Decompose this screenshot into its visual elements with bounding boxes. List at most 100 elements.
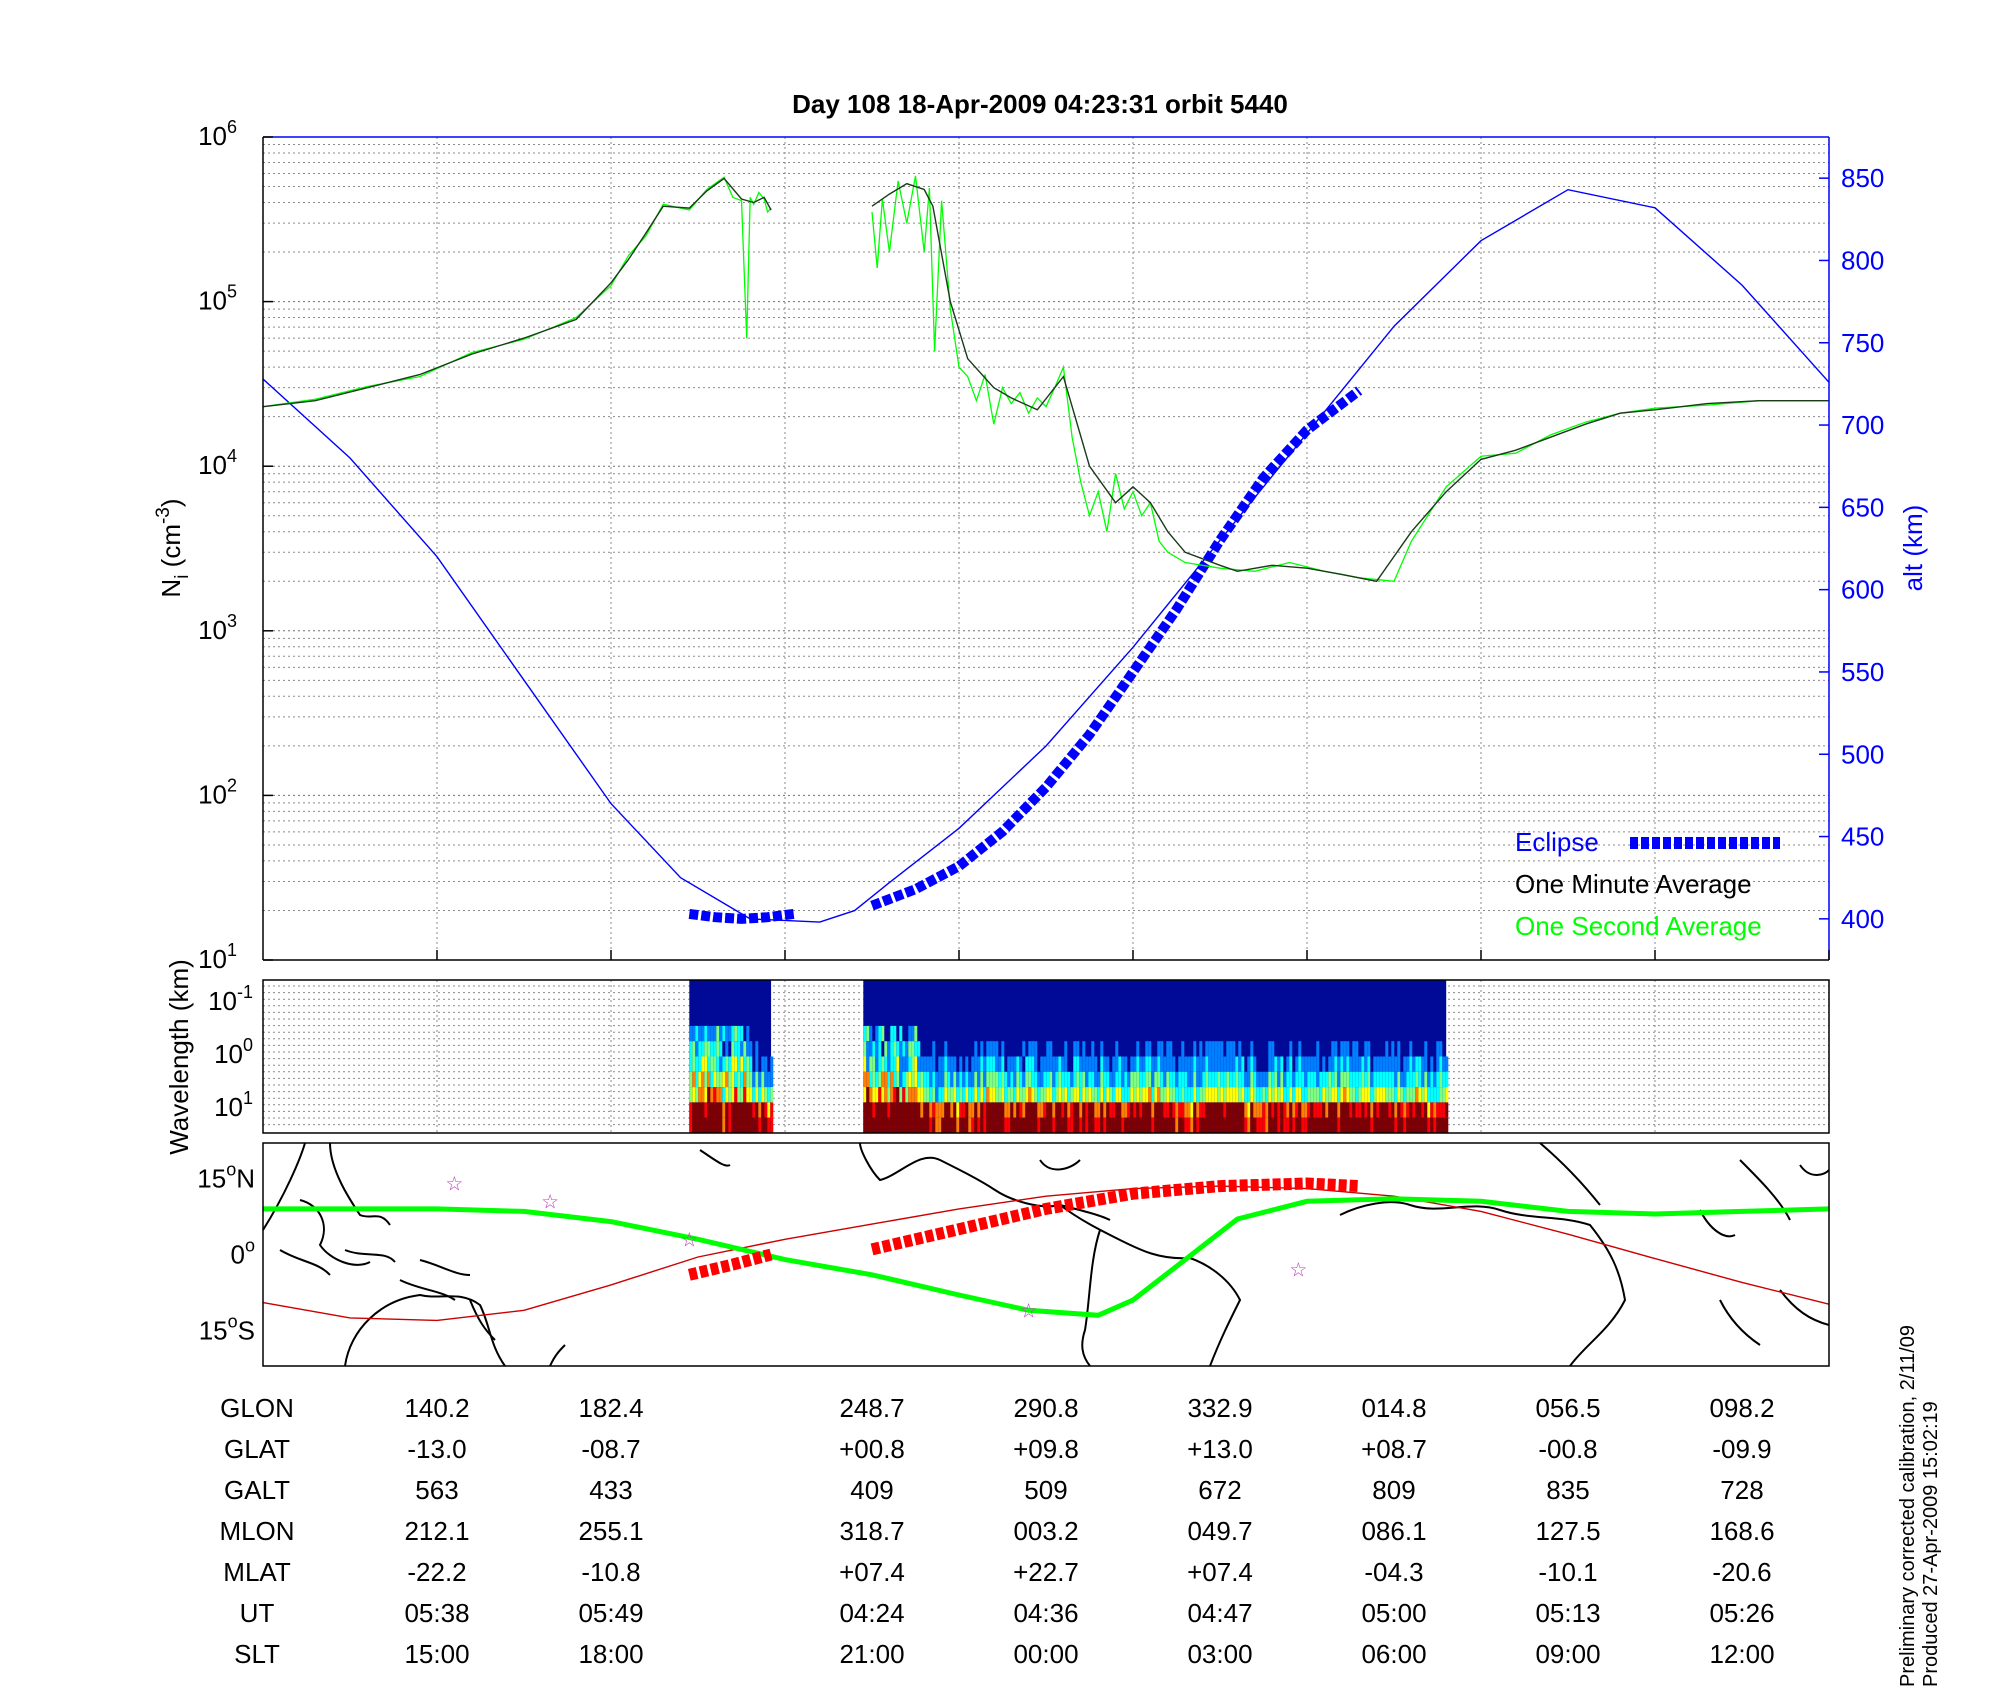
spectrogram-cell [1298,1087,1302,1103]
spectrogram-cell [731,1041,735,1057]
table-cell: 21:00 [839,1639,905,1669]
y-tick-label: 101 [198,940,237,974]
spectrogram-cell [1094,1056,1098,1072]
spectrogram-cell [1109,1071,1113,1088]
spectrogram-cell [1394,1056,1398,1072]
spectrogram-cell [740,1102,744,1118]
spectrogram-cell [1364,1056,1368,1072]
spectrogram-cell [1199,1102,1203,1118]
table-cell: 409 [850,1475,894,1505]
spectrogram-cell [704,1102,708,1118]
spectrogram-cell [932,1071,936,1088]
magnetic-equator-line [263,1196,1830,1318]
spectrogram-cell [950,1117,954,1133]
spectrogram-cell [728,1025,732,1042]
spectrogram-cell [989,1087,993,1103]
spectrogram-cell [1094,1117,1098,1133]
spectrogram-cell [890,1102,894,1118]
spectrogram-cell [1304,1071,1308,1088]
spectrogram-cell [1124,1117,1128,1133]
spectrogram-cell [1304,1056,1308,1072]
spectrogram-cell [1361,1087,1365,1103]
spectrogram-cell [1139,1056,1143,1072]
spectrogram-cell [1145,1117,1149,1133]
spectrogram-cell [1115,1117,1119,1133]
spectrogram-cell [716,1025,720,1042]
spectrogram-cell [953,1117,957,1133]
density-series [262,175,1829,583]
spectrogram-cell [1142,1056,1146,1072]
spectrogram-cell [995,1102,999,1118]
spectrogram-cell [764,1056,768,1072]
spectrogram-cell [983,1087,987,1103]
spectrogram-cell [1043,1102,1047,1118]
spectrogram-cell [1121,1117,1125,1133]
spectrogram-cell [1391,1102,1395,1118]
spectrogram-cell [938,1102,942,1118]
spectrogram-cell [920,1087,924,1103]
map-y-tick: 15oN [197,1159,255,1193]
spectrogram-cell [1190,1117,1194,1133]
table-cell: 056.5 [1535,1393,1601,1423]
spectrogram-cell [1199,1117,1203,1133]
spectrogram-cell [1364,1087,1368,1103]
spectrogram-cell [1022,1071,1026,1088]
spectrogram-cell [752,1102,756,1118]
spectrogram-cell [1157,1071,1161,1088]
spectrogram-cell [908,1087,912,1103]
table-cell: 140.2 [404,1393,470,1423]
spectrogram-cell [941,1102,945,1118]
table-cell: 05:13 [1535,1598,1601,1628]
table-row-label: GALT [224,1475,290,1505]
spectrogram-cell [1442,1071,1446,1088]
spectrogram-cell [1388,1102,1392,1118]
spectrogram-cell [1382,1102,1386,1118]
spectrogram-cell [1397,1041,1401,1057]
spectrogram-cell [1346,1056,1350,1072]
spectrogram-cell [1445,1087,1449,1103]
spectrogram-cell [1175,1117,1179,1133]
spectrogram-cell [1205,1102,1209,1118]
spectrogram-cell [1421,1071,1425,1088]
table-row-label: SLT [234,1639,280,1669]
spectrogram-cell [1160,1071,1164,1088]
spectrogram-cell [1112,1056,1116,1072]
spectrogram-cell [1136,1071,1140,1088]
spectrogram-cell [713,1056,717,1072]
spectrogram-cell [1424,1102,1428,1118]
spectrogram-cell [1043,1117,1047,1133]
spectrogram-cell [1028,1071,1032,1088]
spectrogram-cell [707,1071,711,1088]
spectrogram-cell [1175,1071,1179,1088]
spectrogram-cell [1163,1071,1167,1088]
spectrogram-cell [1220,1117,1224,1133]
legend-minute-label: One Minute Average [1515,869,1752,899]
spectrogram-cell [1358,1056,1362,1072]
spectrogram-cell [755,1087,759,1103]
spectrogram-cell [947,1102,951,1118]
spectrogram-cell [1139,1117,1143,1133]
spectrogram-cell [1049,1071,1053,1088]
spectrogram-cell [1412,1056,1416,1072]
spectrogram-cell [737,1071,741,1088]
spectrogram-cell [1376,1102,1380,1118]
spectrogram-cell [749,1041,753,1057]
spectrogram-cell [1013,1117,1017,1133]
spectrogram-cell [1418,1087,1422,1103]
spectrogram-cell [1262,1071,1266,1088]
spectrogram-cell [1049,1117,1053,1133]
spectrogram-cell [1022,1087,1026,1103]
spectrogram-cell [1433,1117,1437,1133]
table-cell: 05:49 [578,1598,644,1628]
spectrogram-cell [914,1102,918,1118]
spectrogram-cell [1343,1056,1347,1072]
spectrogram-cell [1181,1071,1185,1088]
spectrogram-cell [1091,1102,1095,1118]
spectrogram-cell [1001,1117,1005,1133]
spectrogram-cell [953,1071,957,1088]
y2-tick-label: 800 [1841,245,1884,275]
spectrogram-cell [1061,1071,1065,1088]
spectrogram-cell [1160,1102,1164,1118]
spectrogram-cell [1184,1071,1188,1088]
spectrogram-cell [1262,1117,1266,1133]
